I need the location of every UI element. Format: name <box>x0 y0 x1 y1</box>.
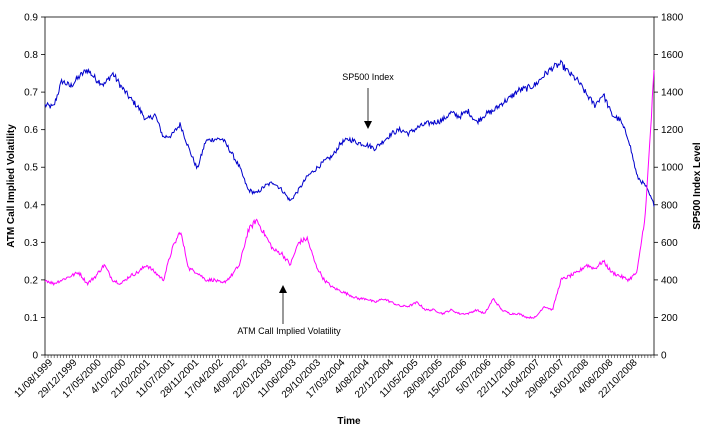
y-tick-label-right: 0 <box>661 351 667 362</box>
y-tick-label-left: 0.9 <box>24 13 38 24</box>
y-tick-label-right: 200 <box>661 313 678 324</box>
y-tick-label-right: 1600 <box>661 50 684 61</box>
annotation-sp500-arrowhead <box>364 121 372 129</box>
y-tick-label-right: 600 <box>661 238 678 249</box>
y-tick-label-left: 0.5 <box>24 163 38 174</box>
y-tick-label-left: 0 <box>32 351 38 362</box>
plot-area <box>44 16 655 356</box>
annotation-implied-vol-arrowhead <box>279 285 287 293</box>
y-tick-label-left: 0.7 <box>24 88 38 99</box>
y-tick-label-right: 1400 <box>661 88 684 99</box>
y-tick-label-left: 0.8 <box>24 50 38 61</box>
x-axis-title: Time <box>337 416 361 427</box>
y-tick-label-left: 0.4 <box>24 200 38 211</box>
y-tick-label-left: 0.3 <box>24 238 38 249</box>
y-axis-title-left: ATM Call Implied Volatility <box>6 124 17 248</box>
y-tick-label-left: 0.2 <box>24 275 38 286</box>
annotation-sp500: SP500 Index <box>342 72 394 82</box>
y-tick-label-right: 1000 <box>661 163 684 174</box>
y-tick-label-left: 0.1 <box>24 313 38 324</box>
series-line-1 <box>44 69 655 319</box>
y-tick-label-right: 1800 <box>661 13 684 24</box>
series-line-0 <box>44 59 655 207</box>
y-tick-label-left: 0.6 <box>24 125 38 136</box>
y-tick-label-right: 400 <box>661 275 678 286</box>
y-tick-label-right: 800 <box>661 200 678 211</box>
y-axis-title-right: SP500 Index Level <box>692 142 703 229</box>
y-tick-label-right: 1200 <box>661 125 684 136</box>
annotation-implied-vol: ATM Call Implied Volatility <box>237 326 341 336</box>
